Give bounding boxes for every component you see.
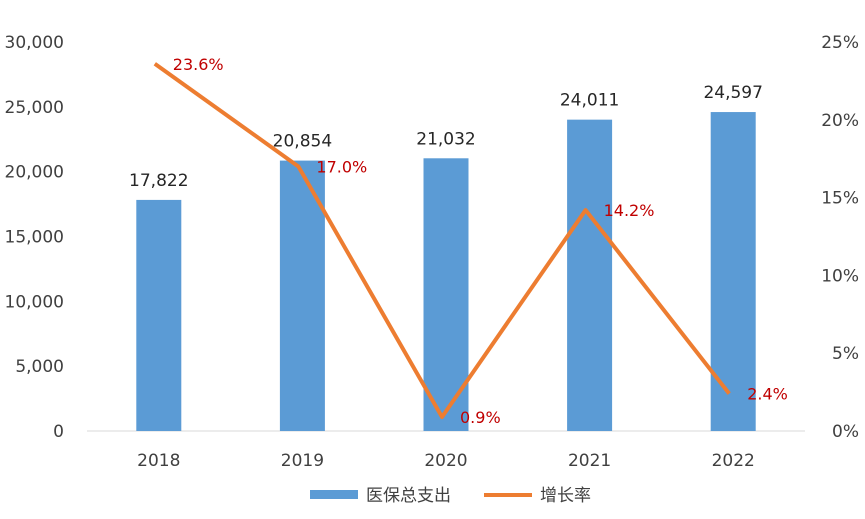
line-data-labels: 23.6% 17.0% 0.9% 14.2% 2.4%	[173, 55, 788, 427]
left-tick-label: 5,000	[15, 357, 64, 377]
legend: 医保总支出 增长率	[310, 486, 591, 506]
bar-value-label: 24,011	[560, 91, 619, 111]
x-tick-label: 2022	[712, 451, 755, 471]
rate-value-label: 17.0%	[316, 157, 367, 176]
x-tick-label: 2018	[137, 451, 180, 471]
bar	[711, 112, 756, 431]
bar-series	[136, 112, 755, 431]
rate-value-label: 14.2%	[604, 201, 655, 220]
left-tick-label: 15,000	[5, 228, 64, 248]
right-tick-label: 10%	[821, 266, 859, 286]
legend-swatch-bar	[310, 490, 358, 499]
x-tick-label: 2020	[424, 451, 467, 471]
left-tick-label: 0	[53, 422, 64, 442]
x-tick-label: 2021	[568, 451, 611, 471]
bar-value-label: 21,032	[416, 129, 475, 149]
legend-label-line: 增长率	[540, 486, 591, 506]
bar-value-label: 17,822	[129, 171, 188, 191]
rate-value-label: 2.4%	[747, 385, 788, 404]
bar-value-label: 24,597	[703, 83, 762, 103]
right-tick-label: 25%	[821, 33, 859, 53]
right-tick-label: 15%	[821, 189, 859, 209]
rate-value-label: 23.6%	[173, 55, 224, 74]
right-tick-label: 5%	[832, 344, 859, 364]
legend-label-bar: 医保总支出	[366, 486, 451, 506]
right-tick-label: 20%	[821, 111, 859, 131]
left-tick-label: 20,000	[5, 163, 64, 183]
x-axis: 2018 2019 2020 2021 2022	[137, 451, 755, 471]
right-axis: 0% 5% 10% 15% 20% 25%	[821, 33, 859, 442]
right-tick-label: 0%	[832, 422, 859, 442]
left-tick-label: 25,000	[5, 98, 64, 118]
left-axis: 0 5,000 10,000 15,000 20,000 25,000 30,000	[5, 33, 64, 442]
left-tick-label: 30,000	[5, 33, 64, 53]
rate-value-label: 0.9%	[460, 408, 501, 427]
bar	[136, 200, 181, 431]
bar-value-label: 20,854	[273, 132, 332, 152]
x-tick-label: 2019	[281, 451, 324, 471]
bar	[567, 120, 612, 431]
left-tick-label: 10,000	[5, 292, 64, 312]
